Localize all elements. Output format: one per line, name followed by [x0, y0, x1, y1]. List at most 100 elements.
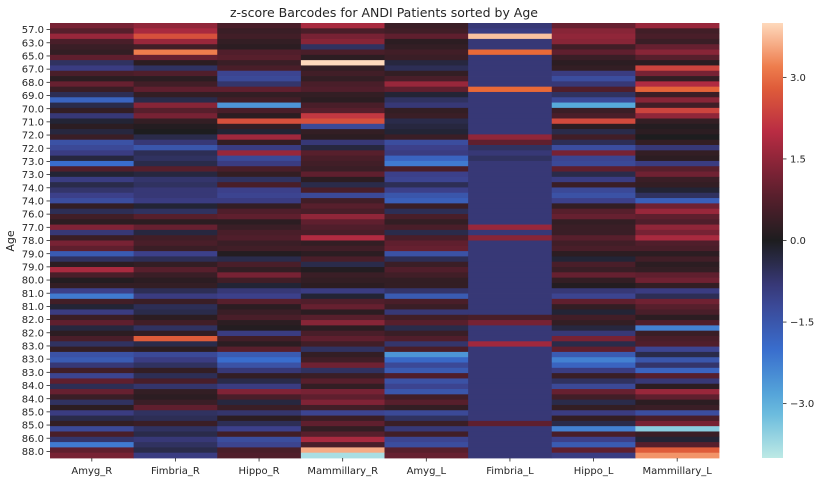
- heatmap-cell: [384, 383, 469, 390]
- heatmap-cell: [50, 293, 135, 300]
- heatmap-cell: [217, 452, 302, 459]
- heatmap-cell: [551, 288, 636, 294]
- heatmap-cell: [133, 346, 218, 353]
- heatmap-cell: [468, 229, 553, 236]
- heatmap-cell: [217, 442, 302, 448]
- heatmap-cell: [635, 346, 720, 353]
- heatmap-cell: [300, 314, 385, 321]
- heatmap-cell: [635, 139, 720, 146]
- heatmap-cell: [50, 76, 135, 82]
- heatmap-cell: [50, 38, 135, 45]
- heatmap-cell: [217, 134, 302, 141]
- heatmap-cell: [50, 346, 135, 353]
- heatmap-cell: [635, 394, 720, 401]
- heatmap-cell: [551, 192, 636, 199]
- heatmap-cell: [300, 113, 385, 119]
- heatmap-cell: [300, 304, 385, 310]
- heatmap-cell: [468, 431, 553, 438]
- heatmap-cell: [551, 208, 636, 215]
- heatmap-cell: [217, 150, 302, 157]
- heatmap-cell: [384, 404, 469, 411]
- heatmap-cell: [468, 213, 553, 220]
- y-tick-label: 78.0: [22, 236, 44, 247]
- heatmap-cell: [300, 277, 385, 284]
- heatmap-cell: [468, 293, 553, 300]
- heatmap-cell: [635, 452, 720, 459]
- heatmap-cell: [50, 229, 135, 236]
- heatmap-cell: [50, 182, 135, 188]
- heatmap-cell: [217, 166, 302, 172]
- heatmap-cell: [133, 256, 218, 263]
- heatmap-cell: [468, 235, 553, 241]
- heatmap-cell: [300, 341, 385, 347]
- heatmap-cell: [217, 97, 302, 103]
- heatmap-cell: [635, 447, 720, 454]
- heatmap-cell: [217, 107, 302, 114]
- heatmap-cell: [384, 171, 469, 178]
- heatmap-cell: [133, 44, 218, 50]
- heatmap-cell: [635, 134, 720, 141]
- heatmap-cell: [468, 261, 553, 268]
- heatmap-cell: [217, 261, 302, 268]
- heatmap-cell: [384, 198, 469, 204]
- heatmap-cell: [551, 166, 636, 172]
- heatmap-cell: [635, 309, 720, 316]
- heatmap-cell: [635, 113, 720, 119]
- heatmap-cell: [217, 192, 302, 199]
- heatmap-cell: [384, 277, 469, 284]
- y-tick-label: 71.0: [22, 117, 44, 128]
- heatmap-cell: [384, 44, 469, 50]
- heatmap-cell: [384, 272, 469, 279]
- heatmap-cell: [50, 240, 135, 247]
- heatmap-cell: [300, 182, 385, 188]
- heatmap-cell: [217, 91, 302, 98]
- heatmap-cell: [551, 325, 636, 332]
- heatmap-cell: [50, 129, 135, 135]
- heatmap-cell: [300, 192, 385, 199]
- heatmap-cell: [300, 102, 385, 109]
- heatmap-cell: [551, 33, 636, 40]
- heatmap-cell: [468, 134, 553, 141]
- heatmap-cell: [300, 118, 385, 125]
- heatmap-cell: [217, 351, 302, 358]
- heatmap-cell: [551, 346, 636, 353]
- heatmap-cell: [384, 309, 469, 316]
- heatmap-cell: [217, 155, 302, 162]
- heatmap-cell: [50, 224, 135, 231]
- heatmap-cell: [551, 113, 636, 119]
- heatmap-cell: [300, 134, 385, 141]
- heatmap-cell: [217, 415, 302, 422]
- heatmap-cell: [384, 81, 469, 88]
- heatmap-cell: [217, 60, 302, 66]
- heatmap-cell: [551, 198, 636, 204]
- heatmap-cell: [217, 256, 302, 263]
- heatmap-cell: [50, 304, 135, 310]
- heatmap-cell: [635, 415, 720, 422]
- heatmap-cell: [384, 182, 469, 188]
- heatmap-cell: [133, 33, 218, 40]
- x-tick-label: Fimbria_L: [486, 466, 534, 477]
- heatmap-cell: [468, 160, 553, 167]
- heatmap-cell: [551, 97, 636, 103]
- heatmap-cell: [133, 86, 218, 93]
- y-tick-label: 67.0: [22, 65, 44, 76]
- heatmap-cell: [468, 182, 553, 188]
- heatmap-cell: [133, 155, 218, 162]
- heatmap-cell: [217, 28, 302, 34]
- heatmap-cell: [635, 235, 720, 241]
- heatmap-cell: [468, 198, 553, 204]
- colorbar-tick-label: −3.0: [790, 399, 814, 410]
- heatmap-cell: [635, 404, 720, 411]
- heatmap-cell: [468, 245, 553, 252]
- heatmap-cell: [551, 176, 636, 183]
- heatmap-cell: [384, 431, 469, 438]
- heatmap-cell: [551, 81, 636, 88]
- x-tick-label: Mammillary_R: [307, 466, 378, 477]
- heatmap-cell: [300, 240, 385, 247]
- heatmap-cell: [635, 298, 720, 305]
- heatmap-cell: [551, 54, 636, 61]
- heatmap-cell: [551, 235, 636, 241]
- heatmap-cell: [468, 298, 553, 305]
- heatmap-cell: [551, 442, 636, 448]
- heatmap-cell: [217, 208, 302, 215]
